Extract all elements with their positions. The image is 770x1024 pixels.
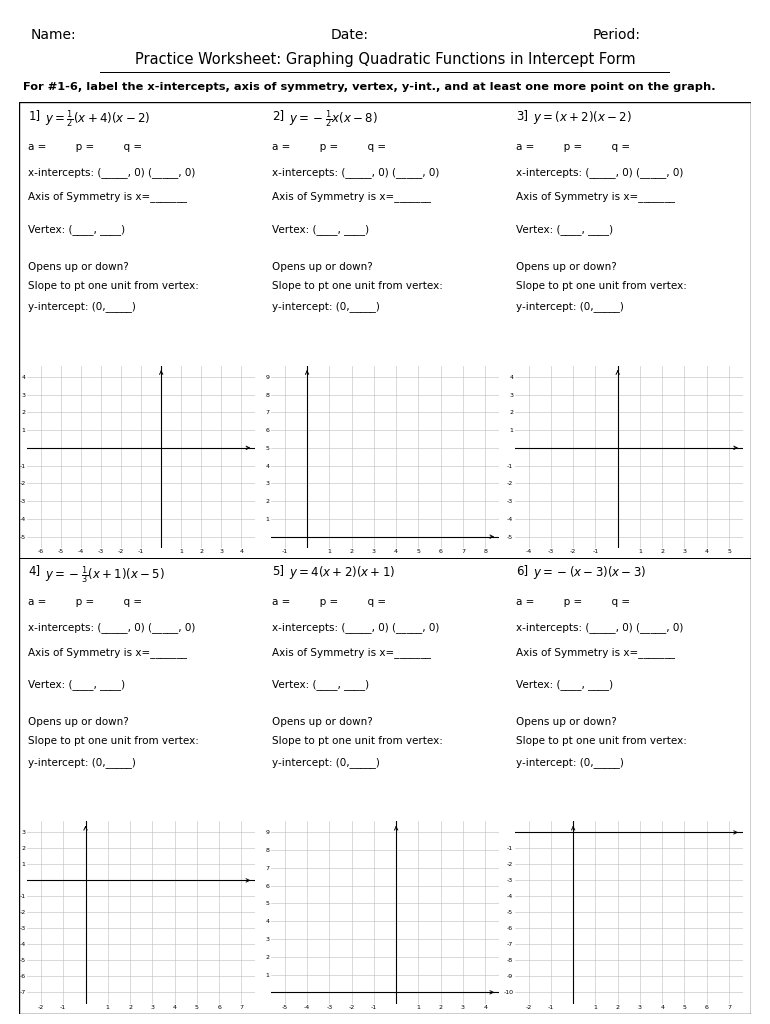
Text: Opens up or down?: Opens up or down? <box>272 718 373 727</box>
Text: For #1-6, label the x-intercepts, axis of symmetry, vertex, y-int., and at least: For #1-6, label the x-intercepts, axis o… <box>23 82 716 92</box>
Text: Axis of Symmetry is x=_______: Axis of Symmetry is x=_______ <box>516 646 675 657</box>
Text: 5]: 5] <box>272 564 284 578</box>
Text: Opens up or down?: Opens up or down? <box>516 262 617 271</box>
Text: Name:: Name: <box>31 28 76 42</box>
Text: y-intercept: (0,_____): y-intercept: (0,_____) <box>516 757 624 768</box>
Text: Slope to pt one unit from vertex:: Slope to pt one unit from vertex: <box>516 281 687 291</box>
Text: Practice Worksheet: Graphing Quadratic Functions in Intercept Form: Practice Worksheet: Graphing Quadratic F… <box>135 52 635 67</box>
Text: $y = -\frac{1}{2}x(x - 8)$: $y = -\frac{1}{2}x(x - 8)$ <box>289 109 378 130</box>
Text: Vertex: (____, ____): Vertex: (____, ____) <box>516 224 613 234</box>
Text: Opens up or down?: Opens up or down? <box>272 262 373 271</box>
Text: $y = \frac{1}{2}(x + 4)(x - 2)$: $y = \frac{1}{2}(x + 4)(x - 2)$ <box>45 109 150 130</box>
Text: 2]: 2] <box>272 109 284 122</box>
Text: 1]: 1] <box>28 109 41 122</box>
Text: a =         p =         q =: a = p = q = <box>516 597 630 607</box>
Text: Slope to pt one unit from vertex:: Slope to pt one unit from vertex: <box>272 736 443 746</box>
Text: Axis of Symmetry is x=_______: Axis of Symmetry is x=_______ <box>272 190 431 202</box>
Text: a =         p =         q =: a = p = q = <box>272 597 387 607</box>
Text: $y = -(x - 3)(x - 3)$: $y = -(x - 3)(x - 3)$ <box>533 564 646 582</box>
Text: y-intercept: (0,_____): y-intercept: (0,_____) <box>28 301 136 312</box>
Text: x-intercepts: (_____, 0) (_____, 0): x-intercepts: (_____, 0) (_____, 0) <box>28 623 196 634</box>
Text: Axis of Symmetry is x=_______: Axis of Symmetry is x=_______ <box>28 190 187 202</box>
Text: Opens up or down?: Opens up or down? <box>516 718 617 727</box>
Text: a =         p =         q =: a = p = q = <box>516 141 630 152</box>
Text: y-intercept: (0,_____): y-intercept: (0,_____) <box>516 301 624 312</box>
Text: y-intercept: (0,_____): y-intercept: (0,_____) <box>272 301 380 312</box>
Text: Opens up or down?: Opens up or down? <box>28 718 129 727</box>
Text: Vertex: (____, ____): Vertex: (____, ____) <box>516 680 613 690</box>
Text: $y = 4(x + 2)(x + 1)$: $y = 4(x + 2)(x + 1)$ <box>289 564 395 582</box>
Text: x-intercepts: (_____, 0) (_____, 0): x-intercepts: (_____, 0) (_____, 0) <box>516 623 683 634</box>
Text: Slope to pt one unit from vertex:: Slope to pt one unit from vertex: <box>28 736 199 746</box>
Text: Vertex: (____, ____): Vertex: (____, ____) <box>28 224 126 234</box>
Text: x-intercepts: (_____, 0) (_____, 0): x-intercepts: (_____, 0) (_____, 0) <box>272 623 440 634</box>
Text: 3]: 3] <box>516 109 528 122</box>
Text: Slope to pt one unit from vertex:: Slope to pt one unit from vertex: <box>272 281 443 291</box>
Text: Vertex: (____, ____): Vertex: (____, ____) <box>28 680 126 690</box>
Text: 6]: 6] <box>516 564 528 578</box>
Text: y-intercept: (0,_____): y-intercept: (0,_____) <box>28 757 136 768</box>
Text: $y = (x + 2)(x - 2)$: $y = (x + 2)(x - 2)$ <box>533 109 631 126</box>
Text: Axis of Symmetry is x=_______: Axis of Symmetry is x=_______ <box>272 646 431 657</box>
Text: x-intercepts: (_____, 0) (_____, 0): x-intercepts: (_____, 0) (_____, 0) <box>272 167 440 178</box>
Text: 4]: 4] <box>28 564 41 578</box>
Text: Period:: Period: <box>593 28 641 42</box>
Text: Slope to pt one unit from vertex:: Slope to pt one unit from vertex: <box>516 736 687 746</box>
Text: $y = -\frac{1}{3}(x + 1)(x - 5)$: $y = -\frac{1}{3}(x + 1)(x - 5)$ <box>45 564 165 586</box>
Text: x-intercepts: (_____, 0) (_____, 0): x-intercepts: (_____, 0) (_____, 0) <box>28 167 196 178</box>
Text: a =         p =         q =: a = p = q = <box>28 597 142 607</box>
Text: Date:: Date: <box>331 28 369 42</box>
Text: Vertex: (____, ____): Vertex: (____, ____) <box>272 224 370 234</box>
Text: y-intercept: (0,_____): y-intercept: (0,_____) <box>272 757 380 768</box>
Text: Slope to pt one unit from vertex:: Slope to pt one unit from vertex: <box>28 281 199 291</box>
Text: x-intercepts: (_____, 0) (_____, 0): x-intercepts: (_____, 0) (_____, 0) <box>516 167 683 178</box>
Text: a =         p =         q =: a = p = q = <box>28 141 142 152</box>
Text: Axis of Symmetry is x=_______: Axis of Symmetry is x=_______ <box>28 646 187 657</box>
Text: Axis of Symmetry is x=_______: Axis of Symmetry is x=_______ <box>516 190 675 202</box>
Text: a =         p =         q =: a = p = q = <box>272 141 387 152</box>
Text: Opens up or down?: Opens up or down? <box>28 262 129 271</box>
Text: Vertex: (____, ____): Vertex: (____, ____) <box>272 680 370 690</box>
